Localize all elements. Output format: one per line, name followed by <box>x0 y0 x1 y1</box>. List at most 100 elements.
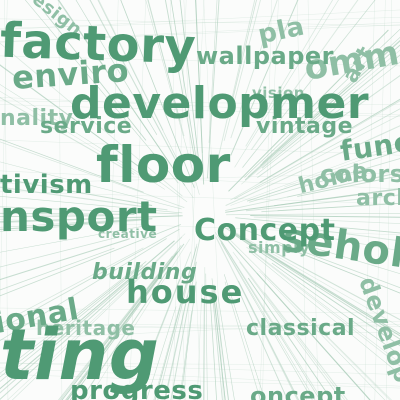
perspective-line <box>97 0 177 159</box>
perspective-line <box>0 236 119 268</box>
perspective-line <box>179 0 201 174</box>
perspective-line <box>225 125 400 207</box>
grid-line <box>184 0 205 400</box>
grid-line <box>0 18 400 26</box>
word-creative: creative <box>98 227 158 241</box>
perspective-line <box>0 42 183 197</box>
perspective-line <box>223 0 261 141</box>
grid-line <box>0 307 400 314</box>
word-developmer: developmer <box>70 78 370 129</box>
grid-line <box>0 97 400 116</box>
perspective-line <box>221 240 323 400</box>
perspective-line <box>227 0 257 119</box>
word-wallpaper: wallpaper <box>196 42 334 70</box>
perspective-line <box>245 194 400 212</box>
perspective-line <box>260 39 400 166</box>
perspective-line <box>0 212 135 215</box>
perspective-line <box>230 141 400 206</box>
perspective-line <box>239 261 343 400</box>
perspective-line <box>271 262 400 356</box>
perspective-line <box>244 44 400 181</box>
grid-line <box>0 190 400 205</box>
perspective-line <box>75 0 158 135</box>
word-vision: vision <box>252 84 305 102</box>
perspective-line <box>0 265 144 383</box>
perspective-line <box>66 253 177 400</box>
perspective-line <box>180 281 197 400</box>
perspective-line <box>278 244 400 294</box>
perspective-line <box>0 218 141 228</box>
perspective-line <box>179 310 193 400</box>
perspective-line <box>253 216 400 224</box>
perspective-line <box>246 150 400 202</box>
perspective-line <box>223 274 266 400</box>
grid-line <box>0 363 400 366</box>
perspective-line <box>249 248 400 364</box>
perspective-line <box>0 161 182 210</box>
grid-line <box>172 0 187 400</box>
perspective-line <box>0 141 185 208</box>
perspective-line <box>225 188 400 213</box>
perspective-line <box>225 171 400 211</box>
perspective-line <box>89 0 186 178</box>
word-vintage: vintage <box>256 114 354 139</box>
perspective-line <box>147 0 181 122</box>
perspective-line <box>164 234 202 400</box>
grid-line <box>4 0 9 400</box>
grid-line <box>0 322 400 334</box>
word-floor: floor <box>96 136 231 194</box>
grid-line <box>0 22 400 43</box>
perspective-line <box>246 246 400 367</box>
perspective-line <box>242 238 400 337</box>
perspective-line <box>0 275 136 394</box>
grid-line <box>128 0 147 400</box>
perspective-line <box>0 238 167 341</box>
word-service: service <box>40 114 133 139</box>
grid-line <box>0 373 400 389</box>
perspective-line <box>230 231 400 347</box>
grid-line <box>169 0 186 400</box>
perspective-line <box>145 0 200 195</box>
perspective-line <box>0 270 144 400</box>
word-heritage: heritage <box>36 316 136 340</box>
perspective-line <box>164 295 188 400</box>
perspective-line <box>234 108 400 200</box>
perspective-line <box>0 64 188 203</box>
grid-line <box>0 100 400 105</box>
perspective-line <box>0 206 179 215</box>
perspective-line <box>241 49 400 185</box>
perspective-line <box>0 215 183 223</box>
perspective-line <box>0 224 181 297</box>
perspective-line <box>259 270 386 400</box>
perspective-line <box>131 279 181 400</box>
grid-line <box>0 0 8 315</box>
perspective-line <box>249 158 400 203</box>
perspective-line <box>24 0 179 184</box>
grid-line <box>0 367 400 387</box>
perspective-line <box>261 54 400 169</box>
perspective-line <box>231 230 400 335</box>
grid-line <box>58 0 63 400</box>
word-quality: nality <box>0 106 74 131</box>
perspective-line <box>264 246 400 321</box>
perspective-line <box>0 228 180 330</box>
perspective-line <box>57 255 173 400</box>
perspective-line <box>226 227 400 328</box>
perspective-line <box>0 247 144 325</box>
perspective-line <box>205 273 208 400</box>
perspective-line <box>120 0 195 188</box>
perspective-line <box>58 0 186 186</box>
perspective-line <box>61 272 161 400</box>
word-concept-bottom: oncept <box>250 382 346 400</box>
grid-line <box>386 0 392 400</box>
perspective-line <box>170 0 199 174</box>
perspective-line <box>259 98 400 183</box>
perspective-line <box>217 296 235 400</box>
perspective-line <box>261 202 400 213</box>
perspective-line <box>257 75 400 178</box>
perspective-line <box>267 222 400 242</box>
perspective-line <box>226 212 400 216</box>
grid-line <box>364 0 375 400</box>
grid-line <box>296 0 308 400</box>
perspective-line <box>147 0 185 137</box>
